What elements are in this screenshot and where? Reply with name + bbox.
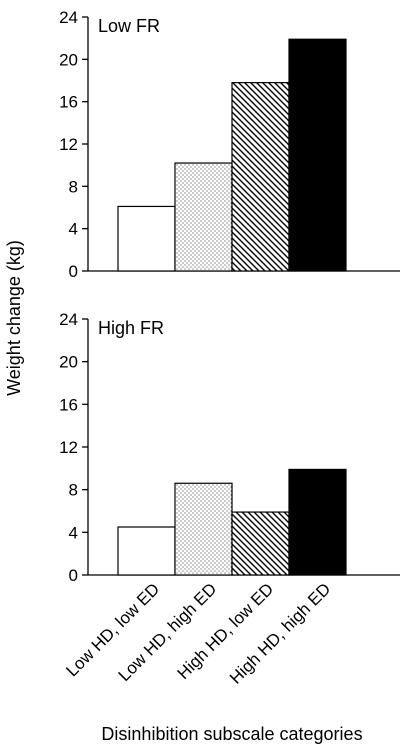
y-tick-label: 24 [59, 8, 78, 27]
x-category-label: Low HD, high ED [115, 579, 221, 685]
bar-3 [231, 82, 290, 272]
y-tick-label: 20 [59, 353, 78, 372]
y-axis-label: Weight change (kg) [4, 240, 24, 396]
x-category-label: High HD, low ED [174, 579, 278, 683]
y-tick-label: 16 [59, 395, 78, 414]
y-tick-label: 4 [69, 220, 78, 239]
y-tick-label: 0 [69, 262, 78, 281]
bar-1 [117, 205, 176, 272]
panel-title: Low FR [98, 16, 160, 36]
y-tick-label: 12 [59, 438, 78, 457]
bar-2 [174, 162, 233, 272]
x-axis-label: Disinhibition subscale categories [101, 724, 362, 744]
bar-4 [288, 468, 347, 576]
y-tick-label: 8 [69, 177, 78, 196]
x-category-label: High HD, high ED [226, 579, 334, 687]
bar-4 [288, 38, 347, 272]
x-category-label: Low HD, low ED [62, 579, 163, 680]
y-tick-label: 4 [69, 523, 78, 542]
bar-1 [117, 526, 176, 576]
y-tick-label: 24 [59, 310, 78, 329]
panel-high-fr: 0 4 8 12 16 20 24 High FR [59, 310, 400, 585]
y-tick-label: 16 [59, 93, 78, 112]
panel-title: High FR [98, 318, 164, 338]
y-tick-label: 12 [59, 135, 78, 154]
bar-3 [231, 511, 290, 576]
y-tick-label: 8 [69, 481, 78, 500]
bar-2 [174, 482, 233, 576]
y-tick-label: 0 [69, 566, 78, 585]
y-tick-label: 20 [59, 50, 78, 69]
panel-low-fr: 0 4 8 12 16 20 24 Low FR [59, 8, 400, 281]
